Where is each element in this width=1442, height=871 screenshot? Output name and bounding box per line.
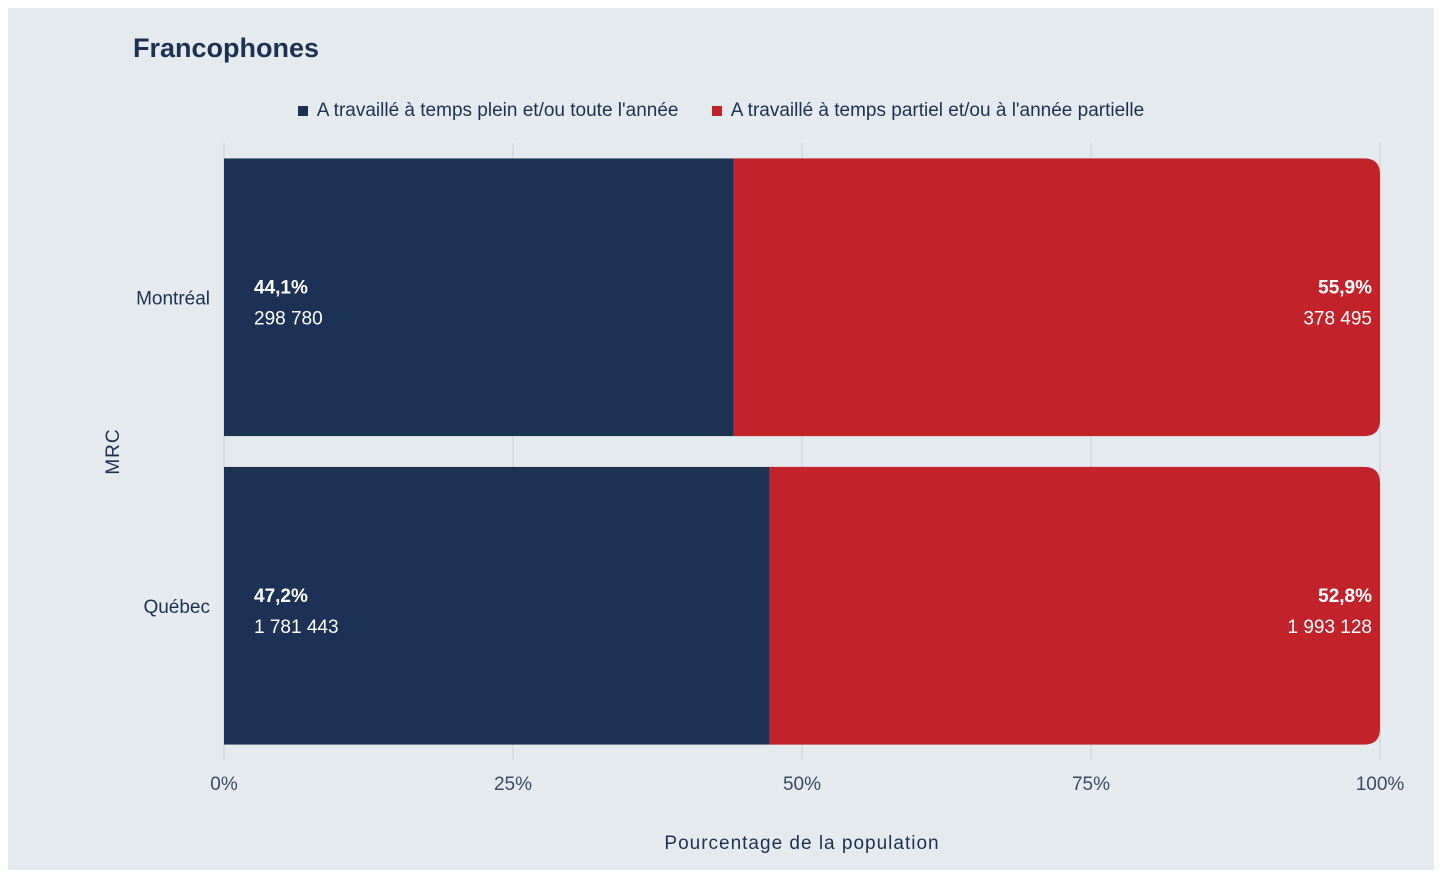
bar-percent-label: 44,1% [254,277,308,298]
bar-count-label: 298 780 [254,308,323,329]
chart-title: Francophones [133,33,320,63]
bar-segment [733,158,1380,437]
bar-count-label: 1 781 443 [254,617,339,638]
bar-percent-label: 55,9% [1318,277,1372,298]
bar-segment [224,466,770,745]
x-tick-label: 100% [1356,774,1405,795]
legend-item-full-time: A travaillé à temps plein et/ou toute l'… [297,100,679,122]
x-tick-label: 0% [210,774,238,795]
x-tick-label: 25% [494,774,532,795]
legend-swatch-full-time [297,106,308,116]
bar-segment [769,466,1380,745]
x-axis-title: Pourcentage de la population [664,833,939,854]
bar-segment [224,158,734,437]
legend-label-part-time: A travaillé à temps partiel et/ou à l'an… [730,100,1145,121]
x-tick-label: 50% [783,774,821,795]
legend-swatch-part-time [711,106,722,116]
bar-count-label: 378 495 [1303,308,1372,329]
legend-item-part-time: A travaillé à temps partiel et/ou à l'an… [711,100,1145,122]
legend-label-full-time: A travaillé à temps plein et/ou toute l'… [316,100,679,121]
x-tick-label: 75% [1072,774,1110,795]
bar-percent-label: 47,2% [254,586,308,607]
category-label: Québec [143,597,210,618]
bar-percent-label: 52,8% [1318,586,1372,607]
bar-count-label: 1 993 128 [1287,617,1372,638]
y-axis-title: MRC [103,428,124,474]
legend: A travaillé à temps plein et/ou toute l'… [0,100,1442,122]
category-label: Montréal [136,288,210,309]
